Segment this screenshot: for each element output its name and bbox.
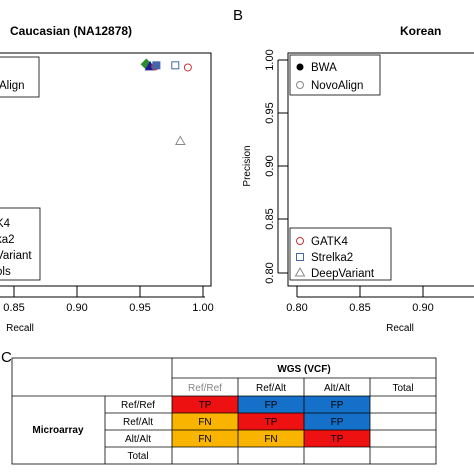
panel-a-xtick-label: 0.95 (129, 302, 150, 314)
cell-label: TP (265, 417, 278, 428)
table-header: WGS (VCF) (277, 364, 330, 375)
gatk4-legend-marker (296, 237, 304, 245)
panel-c-letter: C (1, 349, 12, 366)
cell-fp (304, 396, 370, 413)
cell-label: FN (198, 434, 211, 445)
panel-b-x-axis: 0.80 0.85 0.90 Recall (286, 286, 474, 334)
panel-b-legend-entry: GATK4 (311, 236, 348, 248)
cell-fn (238, 430, 304, 447)
column-header: Alt/Alt (324, 383, 350, 394)
cell-label: FN (264, 434, 277, 445)
row-label: Ref/Alt (123, 417, 153, 428)
scatter-point-bwa-strelka2 (152, 61, 161, 70)
cell-label: TP (331, 434, 344, 445)
panel-b-legend-entry: BWA (311, 62, 337, 74)
panel-b-y-axis-label: Precision (242, 145, 253, 186)
panel-b-legend-entry: DeepVariant (311, 268, 375, 280)
table-grid (11, 357, 437, 465)
column-header: Total (392, 383, 413, 394)
cell-label: FP (331, 417, 344, 428)
panel-b-ytick-label: 0.95 (264, 102, 276, 123)
panel-a-legend-entry: ols (0, 266, 11, 278)
panel-c: C (1, 349, 437, 465)
panel-b-legend-entry: NovoAlign (311, 80, 363, 92)
cell-label: FN (198, 417, 211, 428)
panel-b: B Korean 1.00 0.95 0.90 0.85 0.80 Precis… (233, 7, 474, 334)
cell-label: TP (199, 400, 212, 411)
panel-b-legend-entry: Strelka2 (311, 252, 353, 264)
panel-a-x-axis: 0.85 0.90 0.95 1.00 Recall (0, 286, 214, 334)
scatter-point-novoalign-strelka2 (171, 61, 180, 70)
row-label: Alt/Alt (125, 434, 151, 445)
row-group-label: Microarray (32, 425, 84, 436)
deepvariant-legend-marker (294, 266, 306, 277)
panel-b-title: Korean (400, 24, 441, 38)
panel-a-legend-entry: ka2 (0, 234, 15, 246)
panel-a-plot-frame (0, 52, 212, 287)
column-header: Ref/Alt (256, 383, 286, 394)
panel-a-x-axis-label: Recall (6, 323, 34, 334)
panel-a-legend-entry: Align (0, 80, 25, 92)
panel-a: Caucasian (NA12878) 0.85 0.90 0.95 1.00 … (0, 24, 214, 334)
panel-a-xtick-label: 1.00 (192, 302, 213, 314)
panel-b-letter: B (233, 7, 243, 24)
novoalign-legend-marker (296, 81, 304, 89)
cell-fn (172, 430, 238, 447)
panel-a-title: Caucasian (NA12878) (10, 24, 132, 38)
panel-a-points (140, 58, 192, 145)
cell-label: FP (265, 400, 278, 411)
row-label: Ref/Ref (121, 400, 155, 411)
panel-b-ytick-label: 0.85 (264, 208, 276, 229)
cell-label: FP (331, 400, 344, 411)
panel-b-xtick-label: 0.80 (286, 302, 307, 314)
cell-tp (304, 430, 370, 447)
panel-b-ytick-label: 0.80 (264, 262, 276, 283)
scatter-point-novoalign-gatk4 (183, 63, 192, 72)
panel-b-y-axis: 1.00 0.95 0.90 0.85 0.80 Precision (242, 49, 288, 284)
confusion-table: WGS (VCF) Ref/Ref Ref/Alt Alt/Alt Total … (11, 357, 437, 465)
panel-b-x-axis-label: Recall (386, 323, 414, 334)
bwa-legend-marker (296, 63, 304, 71)
panel-b-aligner-legend (289, 54, 381, 96)
panel-a-legend-entry: K4 (0, 218, 11, 230)
panel-b-xtick-label: 0.90 (412, 302, 433, 314)
panel-b-ytick-label: 0.90 (264, 155, 276, 176)
panel-b-plot-frame (287, 52, 474, 287)
panel-a-xtick-label: 0.85 (3, 302, 24, 314)
panel-b-ytick-label: 1.00 (264, 49, 276, 70)
panel-a-legend-entry: Variant (0, 250, 32, 262)
panel-a-aligner-legend (0, 56, 40, 98)
panel-b-caller-legend (289, 227, 392, 281)
cell-fn (172, 413, 238, 430)
panel-b-xtick-label: 0.85 (349, 302, 370, 314)
cell-tp (238, 413, 304, 430)
cell-tp (172, 396, 238, 413)
cell-fp (238, 396, 304, 413)
panel-a-caller-legend (0, 207, 41, 281)
column-header: Ref/Ref (188, 383, 222, 394)
row-label: Total (127, 451, 148, 462)
panel-a-xtick-label: 0.90 (66, 302, 87, 314)
strelka2-legend-marker (296, 253, 304, 261)
scatter-point-novoalign-deepvariant (174, 135, 186, 145)
cell-fp (304, 413, 370, 430)
